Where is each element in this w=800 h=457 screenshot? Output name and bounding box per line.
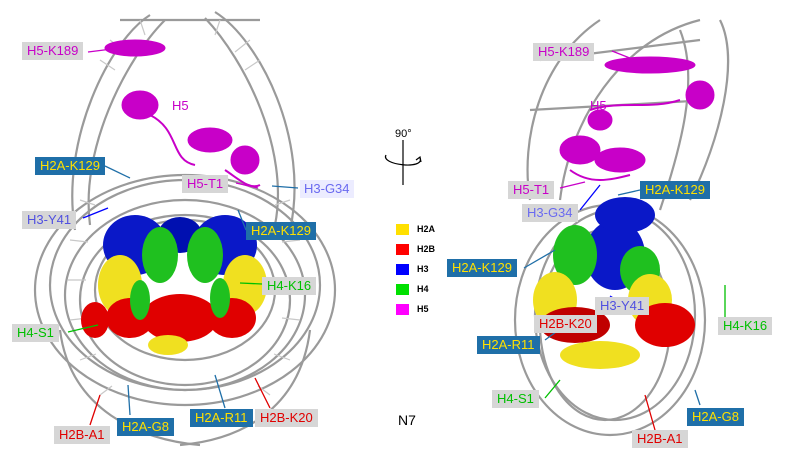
left-label-h2a-g8: H2A-G8 (117, 418, 174, 436)
legend-item: H5 (396, 302, 429, 316)
right-label-h2a-r11: H2A-R11 (477, 336, 540, 354)
right-label-h5-t1: H5-T1 (508, 181, 555, 199)
right-label-h2b-a1: H2B-A1 (632, 430, 688, 448)
left-label-h3-g34: H3-G34 (300, 180, 354, 198)
left-h5-domain (104, 39, 261, 188)
right-label-h2a-g8: H2A-G8 (687, 408, 744, 426)
rotation-label: 90° (395, 128, 412, 140)
legend-label: H3 (417, 264, 429, 274)
left-label-h2b-k20: H2B-K20 (255, 409, 318, 427)
right-label-h3-g34: H3-G34 (522, 204, 578, 222)
legend-item: H3 (396, 262, 429, 276)
left-label-h5: H5 (172, 98, 189, 113)
left-label-pointers (67, 47, 299, 426)
legend-swatch (396, 223, 409, 235)
left-label-h5-t1: H5-T1 (182, 175, 229, 193)
left-label-h2a-k129-top: H2A-K129 (35, 157, 105, 175)
left-label-h4-k16: H4-K16 (262, 277, 317, 295)
legend-label: H5 (417, 304, 429, 314)
right-label-h4-s1: H4-S1 (492, 390, 539, 408)
legend-swatch (396, 303, 409, 315)
right-histone-core (533, 197, 695, 369)
legend-swatch (396, 283, 409, 295)
right-label-h4-k16: H4-K16 (718, 317, 773, 335)
legend-label: H2A (417, 224, 436, 234)
right-label-h2a-k129-top: H2A-K129 (640, 181, 710, 199)
legend-swatch (396, 243, 409, 255)
left-label-h3-y41: H3-Y41 (22, 211, 77, 229)
legend-label: H4 (417, 284, 429, 294)
legend-item: H4 (396, 282, 429, 296)
rotation-arrow-icon (385, 140, 422, 185)
right-label-h5-k189: H5-K189 (533, 43, 595, 61)
left-label-h2b-a1: H2B-A1 (54, 426, 110, 444)
left-histone-core (81, 215, 267, 355)
right-label-h2a-k129-left: H2A-K129 (447, 259, 517, 277)
legend-item: H2A (396, 222, 435, 236)
legend-label: H2B (417, 244, 436, 254)
figure-caption: N7 (398, 412, 416, 428)
left-label-h4-s1: H4-S1 (12, 324, 59, 342)
right-label-h5: H5 (590, 98, 607, 113)
legend-swatch (396, 263, 409, 275)
right-label-h3-y41: H3-Y41 (595, 297, 650, 315)
right-label-h2b-k20: H2B-K20 (534, 315, 597, 333)
left-label-h5-k189: H5-K189 (22, 42, 84, 60)
left-label-h2a-k129-right: H2A-K129 (246, 222, 316, 240)
left-label-h2a-r11: H2A-R11 (190, 409, 253, 427)
right-h5-domain (559, 56, 715, 181)
legend-item: H2B (396, 242, 435, 256)
